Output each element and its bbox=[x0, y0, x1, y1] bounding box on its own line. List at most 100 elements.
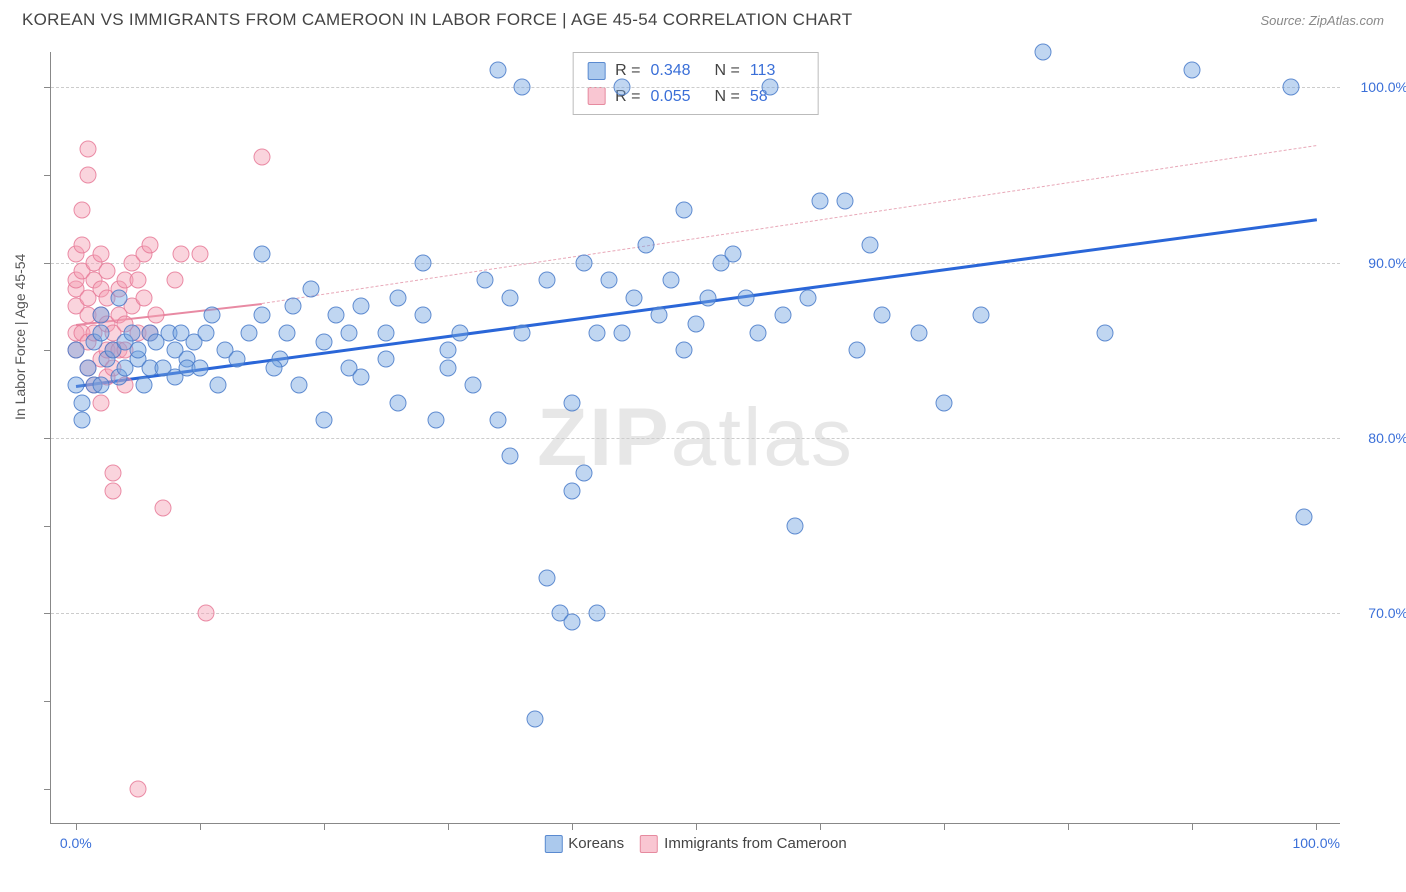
grid-line bbox=[51, 87, 1340, 88]
data-point-blue bbox=[700, 289, 717, 306]
data-point-blue bbox=[439, 359, 456, 376]
x-tick-label: 0.0% bbox=[60, 835, 92, 851]
y-tick-label: 70.0% bbox=[1368, 605, 1406, 621]
data-point-blue bbox=[415, 254, 432, 271]
data-point-blue bbox=[439, 342, 456, 359]
data-point-blue bbox=[576, 254, 593, 271]
y-axis-label: In Labor Force | Age 45-54 bbox=[12, 254, 28, 420]
data-point-blue bbox=[539, 570, 556, 587]
y-tick bbox=[44, 701, 51, 702]
y-tick-label: 100.0% bbox=[1361, 79, 1406, 95]
data-point-blue bbox=[377, 351, 394, 368]
data-point-pink bbox=[92, 394, 109, 411]
data-point-blue bbox=[278, 324, 295, 341]
data-point-blue bbox=[477, 272, 494, 289]
legend-swatch bbox=[587, 87, 605, 105]
data-point-blue bbox=[1283, 79, 1300, 96]
y-tick bbox=[44, 350, 51, 351]
data-point-blue bbox=[489, 412, 506, 429]
data-point-pink bbox=[74, 237, 91, 254]
data-point-pink bbox=[136, 289, 153, 306]
data-point-blue bbox=[588, 605, 605, 622]
data-point-blue bbox=[315, 333, 332, 350]
data-point-pink bbox=[105, 482, 122, 499]
data-point-blue bbox=[675, 201, 692, 218]
x-tick-label: 100.0% bbox=[1292, 835, 1339, 851]
data-point-blue bbox=[663, 272, 680, 289]
data-point-blue bbox=[377, 324, 394, 341]
grid-line bbox=[51, 613, 1340, 614]
data-point-blue bbox=[74, 412, 91, 429]
data-point-blue bbox=[501, 289, 518, 306]
y-tick bbox=[44, 87, 51, 88]
data-point-blue bbox=[315, 412, 332, 429]
data-point-blue bbox=[1184, 61, 1201, 78]
data-point-blue bbox=[750, 324, 767, 341]
y-tick bbox=[44, 789, 51, 790]
data-point-blue bbox=[452, 324, 469, 341]
data-point-blue bbox=[353, 368, 370, 385]
x-tick bbox=[1192, 823, 1193, 830]
x-tick bbox=[1068, 823, 1069, 830]
y-tick bbox=[44, 438, 51, 439]
data-point-blue bbox=[229, 351, 246, 368]
data-point-blue bbox=[762, 79, 779, 96]
legend-swatch bbox=[544, 835, 562, 853]
data-point-blue bbox=[136, 377, 153, 394]
y-tick bbox=[44, 263, 51, 264]
x-tick bbox=[324, 823, 325, 830]
data-point-blue bbox=[563, 482, 580, 499]
data-point-pink bbox=[253, 149, 270, 166]
x-tick bbox=[696, 823, 697, 830]
data-point-blue bbox=[539, 272, 556, 289]
legend-correlation: R =0.348N =113R =0.055N =58 bbox=[572, 52, 819, 115]
data-point-blue bbox=[92, 324, 109, 341]
data-point-blue bbox=[328, 307, 345, 324]
chart-source: Source: ZipAtlas.com bbox=[1260, 13, 1384, 28]
data-point-blue bbox=[799, 289, 816, 306]
legend-item: Koreans bbox=[544, 835, 624, 853]
trend-line-pink-dash bbox=[262, 145, 1316, 304]
x-tick bbox=[76, 823, 77, 830]
data-point-blue bbox=[92, 377, 109, 394]
data-point-blue bbox=[688, 315, 705, 332]
y-tick bbox=[44, 175, 51, 176]
data-point-blue bbox=[266, 359, 283, 376]
data-point-blue bbox=[911, 324, 928, 341]
data-point-pink bbox=[191, 245, 208, 262]
x-tick bbox=[944, 823, 945, 830]
data-point-blue bbox=[874, 307, 891, 324]
data-point-blue bbox=[861, 237, 878, 254]
data-point-blue bbox=[588, 324, 605, 341]
legend-n-value: 113 bbox=[750, 58, 804, 84]
data-point-blue bbox=[340, 324, 357, 341]
data-point-blue bbox=[973, 307, 990, 324]
data-point-blue bbox=[67, 377, 84, 394]
data-point-blue bbox=[427, 412, 444, 429]
y-tick bbox=[44, 526, 51, 527]
data-point-blue bbox=[253, 245, 270, 262]
data-point-pink bbox=[142, 237, 159, 254]
data-point-blue bbox=[526, 710, 543, 727]
data-point-blue bbox=[812, 193, 829, 210]
data-point-blue bbox=[601, 272, 618, 289]
data-point-blue bbox=[774, 307, 791, 324]
data-point-blue bbox=[501, 447, 518, 464]
data-point-blue bbox=[576, 465, 593, 482]
data-point-blue bbox=[291, 377, 308, 394]
data-point-pink bbox=[148, 307, 165, 324]
data-point-blue bbox=[198, 324, 215, 341]
data-point-blue bbox=[563, 614, 580, 631]
data-point-blue bbox=[464, 377, 481, 394]
data-point-blue bbox=[787, 517, 804, 534]
x-tick bbox=[448, 823, 449, 830]
data-point-blue bbox=[204, 307, 221, 324]
data-point-blue bbox=[253, 307, 270, 324]
data-point-pink bbox=[80, 140, 97, 157]
legend-label: Koreans bbox=[568, 835, 624, 852]
data-point-pink bbox=[129, 272, 146, 289]
x-tick bbox=[572, 823, 573, 830]
legend-swatch bbox=[640, 835, 658, 853]
y-tick bbox=[44, 613, 51, 614]
data-point-blue bbox=[514, 324, 531, 341]
